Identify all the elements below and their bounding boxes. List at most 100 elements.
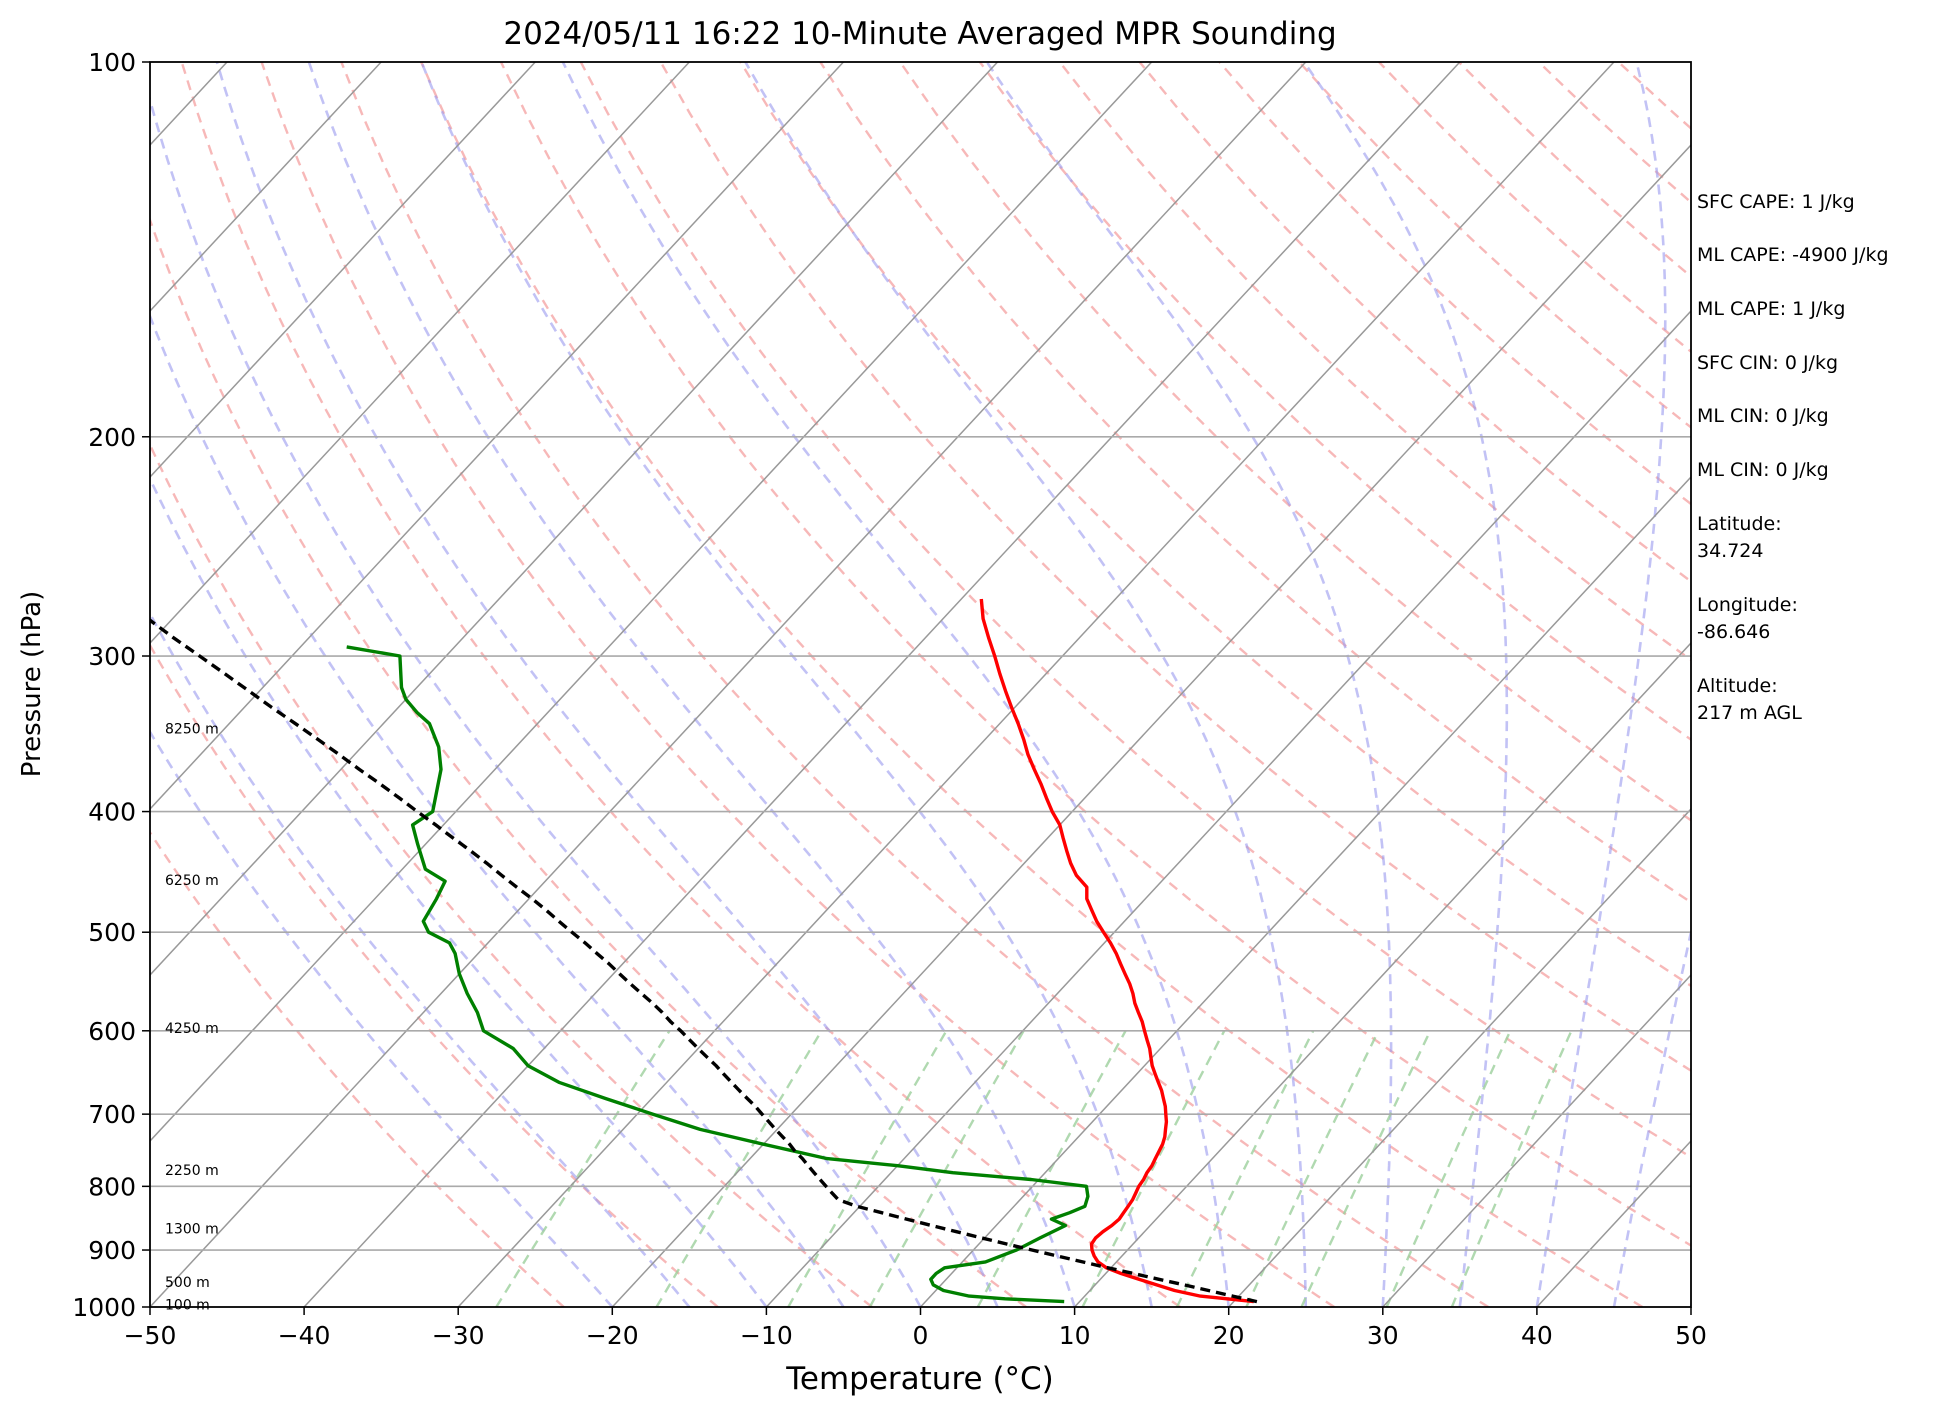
dry-adiabat: [340, 62, 1490, 1307]
x-tick-label: 0: [913, 1321, 929, 1350]
isotherm: [1382, 973, 1691, 1307]
mixing-ratio-line: [655, 1030, 823, 1307]
latitude-label: Latitude:: [1697, 513, 1782, 535]
dry-adiabat: [150, 442, 873, 1307]
y-tick-label: 700: [88, 1100, 136, 1129]
y-tick-label: 1000: [72, 1293, 136, 1322]
x-tick-label: −30: [432, 1321, 485, 1350]
isotherm: [1228, 807, 1691, 1307]
moist-adiabat: [150, 475, 768, 1307]
isotherm: [765, 309, 1691, 1307]
x-tick-label: 10: [1059, 1321, 1091, 1350]
dry-adiabat: [739, 62, 1691, 988]
x-axis-ticks: −50 −40 −30 −20 −10 0 10 20 30 40 50: [124, 1307, 1707, 1350]
mixing-ratio-line: [868, 1030, 1025, 1307]
moist-adiabat: [420, 62, 1153, 1307]
y-axis-label: Pressure (hPa): [17, 591, 47, 778]
dry-adiabat: [659, 62, 1691, 1073]
y-axis-ticks: 1000 900 800 700 600 500 400 300 200 100: [72, 48, 150, 1322]
dry-adiabat: [1138, 62, 1691, 583]
moist-adiabat: [1303, 62, 1509, 1307]
mixing-ratio-line: [1450, 1030, 1573, 1307]
x-tick-label: 20: [1213, 1321, 1245, 1350]
isotherm: [457, 62, 1615, 1307]
y-tick-label: 500: [88, 918, 136, 947]
isotherm: [1074, 641, 1691, 1307]
isotherm: [150, 62, 382, 313]
height-label: 4250 m: [165, 1021, 219, 1037]
y-tick-label: 200: [88, 423, 136, 452]
isotherm: [611, 143, 1691, 1307]
x-tick-label: 30: [1367, 1321, 1399, 1350]
height-label: 1300 m: [165, 1222, 219, 1238]
height-label: 6250 m: [165, 873, 219, 889]
temperature-line: [979, 598, 1254, 1304]
altitude-label: Altitude:: [1697, 675, 1778, 697]
sfc-cape-text: SFC CAPE: 1 J/kg: [1697, 191, 1855, 213]
dry-adiabat: [579, 62, 1691, 1159]
ml-cape-text-2: ML CAPE: 1 J/kg: [1697, 298, 1846, 320]
moist-adiabat: [150, 95, 922, 1307]
x-tick-label: 50: [1675, 1321, 1707, 1350]
mixing-ratio-line: [1300, 1030, 1432, 1307]
moist-adiabat: [744, 62, 1308, 1307]
moist-adiabat: [150, 611, 691, 1307]
isotherm: [150, 62, 1307, 1307]
chart-title: 2024/05/11 16:22 10-Minute Averaged MPR …: [503, 16, 1336, 52]
dry-adiabat: [180, 62, 1181, 1307]
altitude-value: 217 m AGL: [1697, 702, 1802, 724]
isobar-grid: [150, 435, 1691, 1251]
dry-adiabat: [150, 830, 565, 1307]
x-axis-label: Temperature (°C): [785, 1361, 1054, 1397]
isotherm: [303, 62, 1461, 1307]
ml-cin-text-2: ML CIN: 0 J/kg: [1697, 459, 1829, 481]
x-tick-label: −40: [278, 1321, 331, 1350]
isotherm: [150, 62, 844, 811]
dewpoint-line: [346, 645, 1090, 1304]
isotherm: [919, 475, 1691, 1307]
isotherm: [150, 62, 536, 479]
x-tick-label: −50: [124, 1321, 177, 1350]
x-tick-label: −10: [740, 1321, 793, 1350]
moist-adiabat: [215, 62, 999, 1307]
height-label: 100 m: [165, 1297, 210, 1313]
y-tick-label: 800: [88, 1172, 136, 1201]
plot-frame: [149, 61, 1692, 1308]
dry-adiabat: [420, 62, 1644, 1307]
mixing-ratio-line: [1245, 1030, 1380, 1307]
mixing-ratio-line: [1385, 1030, 1512, 1307]
x-tick-label: 40: [1521, 1321, 1553, 1350]
y-tick-label: 400: [88, 798, 136, 827]
mixing-ratio-line: [1175, 1030, 1315, 1307]
dry-adiabat: [1058, 62, 1691, 662]
moist-adiabat: [307, 62, 1076, 1307]
ml-cin-text: ML CIN: 0 J/kg: [1697, 405, 1829, 427]
moist-adiabat: [150, 312, 845, 1307]
moist-adiabat: [1535, 62, 1667, 1307]
parcel-path-line: [150, 618, 1258, 1304]
dry-adiabat: [150, 642, 719, 1307]
isotherm: [150, 62, 1153, 1143]
background-lines: [150, 62, 1691, 1307]
isotherm: [150, 62, 690, 645]
y-tick-label: 900: [88, 1236, 136, 1265]
longitude-label: Longitude:: [1697, 594, 1798, 616]
moist-adiabat: [561, 62, 1230, 1307]
ml-cape-text: ML CAPE: -4900 J/kg: [1697, 244, 1889, 266]
x-tick-label: −20: [586, 1321, 639, 1350]
moist-adiabat: [985, 62, 1393, 1307]
sfc-cin-text: SFC CIN: 0 J/kg: [1697, 352, 1839, 374]
dry-adiabat: [499, 62, 1691, 1247]
y-tick-label: 100: [88, 48, 136, 77]
sounding-profiles: [150, 598, 1258, 1304]
dry-adiabat: [899, 62, 1691, 822]
isotherm: [150, 62, 999, 977]
moist-adiabat: [150, 729, 614, 1307]
y-tick-label: 600: [88, 1017, 136, 1046]
height-label: 2250 m: [165, 1163, 219, 1179]
y-tick-label: 300: [88, 642, 136, 671]
latitude-value: 34.724: [1697, 540, 1764, 562]
dry-adiabat: [260, 62, 1335, 1307]
height-label: 500 m: [165, 1275, 210, 1291]
